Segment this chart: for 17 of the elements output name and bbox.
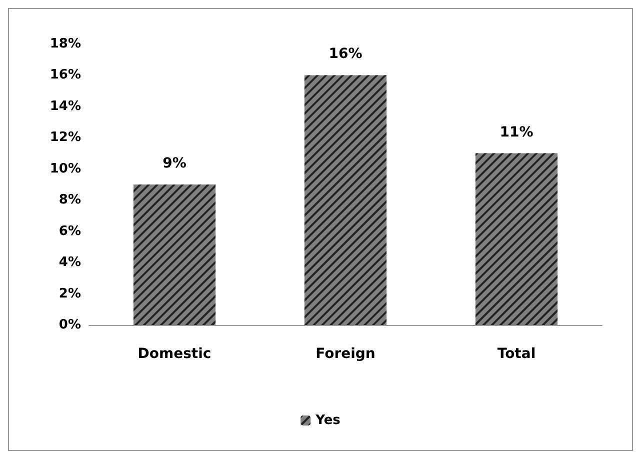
y-tick-label: 2% [58, 286, 81, 302]
y-tick-label: 10% [50, 161, 81, 176]
y-tick-label: 14% [50, 98, 81, 114]
y-tick-label: 18% [50, 36, 81, 52]
legend-label: Yes [314, 413, 341, 428]
data-label: 16% [328, 46, 362, 62]
y-tick-label: 12% [50, 130, 81, 146]
y-tick-label: 16% [50, 68, 81, 83]
y-tick-label: 6% [58, 224, 81, 239]
x-tick-label: Total [497, 346, 536, 362]
x-tick-label: Foreign [316, 346, 376, 362]
data-label: 9% [162, 156, 186, 172]
y-tick-label: 8% [58, 192, 81, 208]
y-tick-label: 0% [58, 318, 81, 332]
data-label: 11% [500, 124, 534, 140]
x-tick-label: Domestic [138, 346, 212, 362]
y-tick-label: 4% [58, 255, 81, 270]
